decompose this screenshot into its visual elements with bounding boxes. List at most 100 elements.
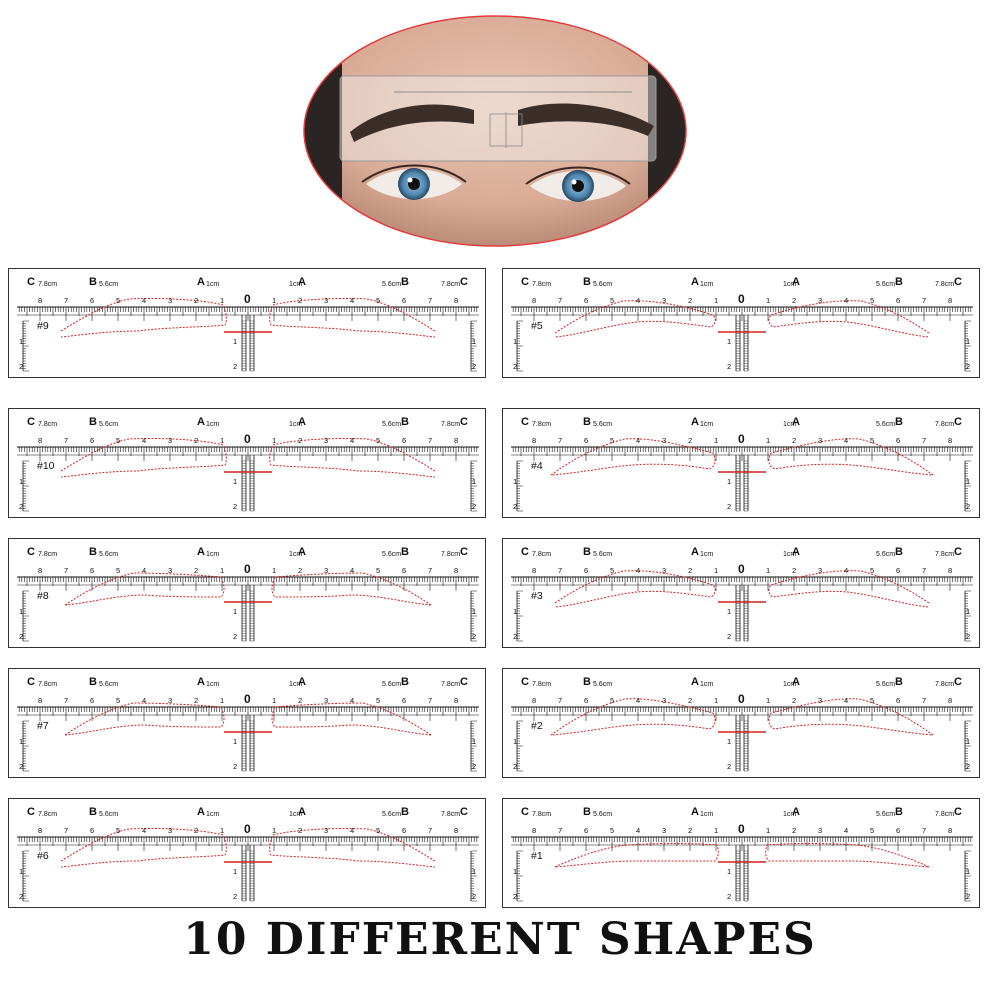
side-number-right: 2 <box>472 362 477 371</box>
left-brow-outline <box>550 438 716 476</box>
ruler-number-left: 1 <box>714 296 719 305</box>
label-c: C <box>521 276 529 288</box>
label-c-unit: 7.8cm <box>38 551 58 558</box>
ruler-number-left: 4 <box>636 296 641 305</box>
center-number: 2 <box>727 892 732 901</box>
center-number: 1 <box>727 867 732 876</box>
ruler-graphic <box>17 827 479 902</box>
ruler-number-right: 1 <box>272 296 277 305</box>
label-b: B <box>89 276 97 288</box>
side-number-left: 1 <box>513 867 518 876</box>
side-number-left: 2 <box>19 502 24 511</box>
label-b-unit-right: 5.6cm <box>876 421 896 428</box>
shape-id: #10 <box>37 460 55 472</box>
ruler-zero: 0 <box>244 432 251 446</box>
ruler-number-left: 5 <box>116 826 121 835</box>
label-c-right: C <box>460 276 468 288</box>
ruler-number-left: 3 <box>168 826 173 835</box>
ruler-number-left: 4 <box>636 696 641 705</box>
ruler-number-right: 2 <box>298 826 303 835</box>
ruler-number-right: 6 <box>896 296 901 305</box>
ruler-zero: 0 <box>738 432 745 446</box>
label-b-unit-right: 5.6cm <box>382 421 402 428</box>
ruler-number-right: 2 <box>298 296 303 305</box>
ruler-number-right: 2 <box>792 696 797 705</box>
ruler-number-right: 8 <box>454 436 459 445</box>
ruler-graphic <box>17 437 479 512</box>
center-number: 2 <box>727 632 732 641</box>
ruler-number-left: 6 <box>584 826 589 835</box>
ruler-number-left: 7 <box>558 566 563 575</box>
ruler-number-left: 4 <box>636 436 641 445</box>
label-c-unit-right: 7.8cm <box>935 551 955 558</box>
label-c: C <box>27 546 35 558</box>
ruler-number-right: 2 <box>298 566 303 575</box>
ruler-number-right: 4 <box>350 696 355 705</box>
center-number: 2 <box>233 762 238 771</box>
ruler-graphic <box>511 698 973 772</box>
ruler-graphic <box>511 438 973 512</box>
ruler-number-right: 2 <box>792 296 797 305</box>
ruler-number-right: 4 <box>844 566 849 575</box>
label-a-unit-right: 1cm <box>783 551 797 558</box>
ruler-number-right: 5 <box>376 566 381 575</box>
ruler-number-right: 5 <box>376 826 381 835</box>
left-brow-outline <box>554 570 716 608</box>
shape-id: #7 <box>37 720 49 732</box>
ruler-number-left: 8 <box>38 696 43 705</box>
label-c-unit: 7.8cm <box>532 551 552 558</box>
ruler-number-right: 2 <box>298 696 303 705</box>
center-number: 1 <box>727 477 732 486</box>
side-number-left: 2 <box>513 892 518 901</box>
center-number: 2 <box>233 632 238 641</box>
label-b: B <box>583 416 591 428</box>
center-number: 1 <box>727 337 732 346</box>
ruler-number-right: 3 <box>324 696 329 705</box>
label-c-unit-right: 7.8cm <box>935 421 955 428</box>
label-c-unit: 7.8cm <box>38 811 58 818</box>
label-a: A <box>691 416 699 428</box>
center-number: 2 <box>233 892 238 901</box>
center-number: 1 <box>727 737 732 746</box>
ruler-number-right: 3 <box>324 296 329 305</box>
label-a-right: A <box>792 676 800 688</box>
ruler-number-left: 7 <box>558 826 563 835</box>
ruler-number-left: 4 <box>142 566 147 575</box>
label-a-right: A <box>298 806 306 818</box>
ruler-number-right: 1 <box>766 436 771 445</box>
shape-id: #2 <box>531 720 543 732</box>
ruler-number-right: 4 <box>350 436 355 445</box>
ruler-number-left: 1 <box>220 696 225 705</box>
side-number-right: 1 <box>966 337 971 346</box>
label-c-unit-right: 7.8cm <box>441 281 461 288</box>
shape-id: #3 <box>531 590 543 602</box>
ruler-number-left: 3 <box>662 296 667 305</box>
ruler-number-right: 8 <box>454 696 459 705</box>
ruler-number-right: 6 <box>402 826 407 835</box>
shape-id: #1 <box>531 850 543 862</box>
label-c-unit: 7.8cm <box>38 421 58 428</box>
ruler-number-right: 1 <box>766 566 771 575</box>
side-number-left: 1 <box>19 737 24 746</box>
right-brow-outline <box>768 300 930 338</box>
ruler-graphic <box>511 836 973 902</box>
ruler-number-left: 8 <box>38 296 43 305</box>
ruler-number-left: 7 <box>64 436 69 445</box>
label-a: A <box>691 676 699 688</box>
ruler-number-left: 7 <box>558 696 563 705</box>
label-c-unit: 7.8cm <box>532 811 552 818</box>
label-c-unit-right: 7.8cm <box>935 281 955 288</box>
side-number-right: 2 <box>472 632 477 641</box>
ruler-number-left: 5 <box>116 436 121 445</box>
right-brow-outline <box>269 827 436 868</box>
label-b-unit: 5.6cm <box>593 421 613 428</box>
ruler-number-right: 5 <box>870 826 875 835</box>
side-number-right: 1 <box>472 867 477 876</box>
ruler-number-left: 3 <box>168 436 173 445</box>
center-number: 1 <box>233 867 238 876</box>
label-a-unit-right: 1cm <box>783 681 797 688</box>
ruler-number-right: 6 <box>402 296 407 305</box>
side-number-left: 1 <box>513 337 518 346</box>
ruler-number-left: 3 <box>662 566 667 575</box>
ruler-number-left: 3 <box>168 696 173 705</box>
